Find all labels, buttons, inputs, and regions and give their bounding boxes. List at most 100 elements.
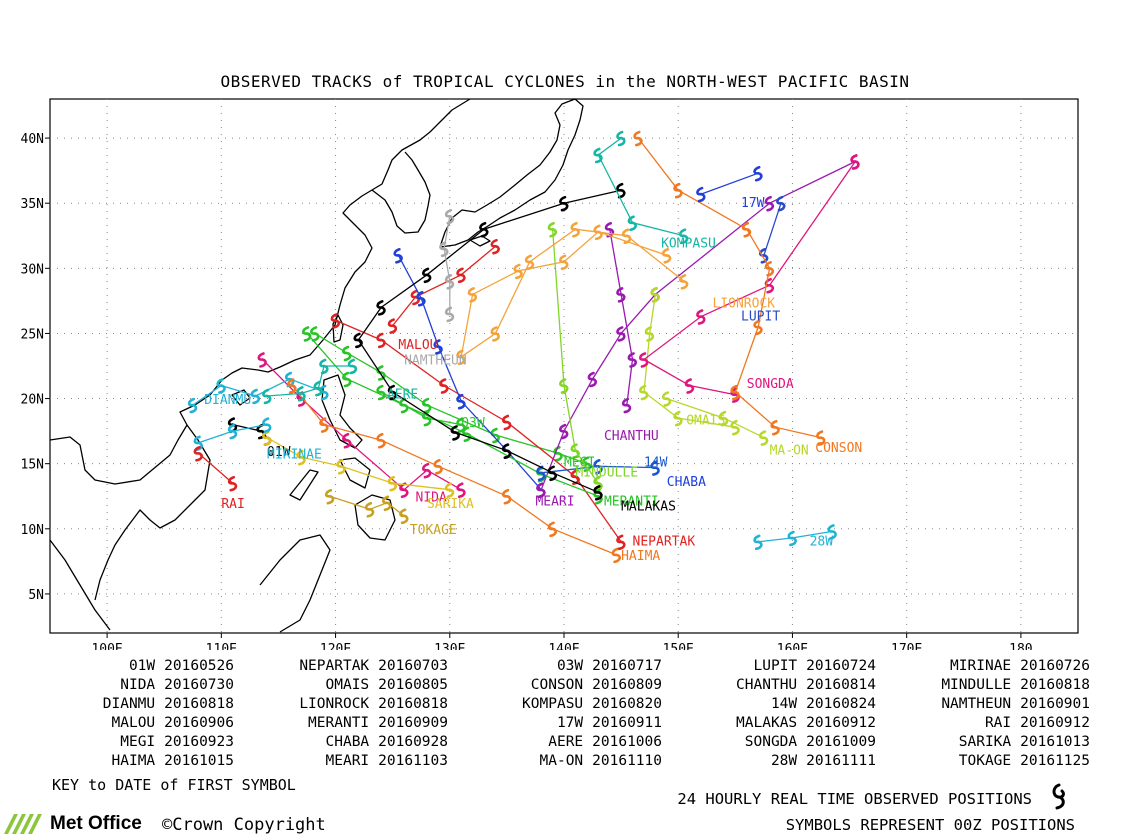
footer-line-2: SYMBOLS REPRESENT 00Z POSITIONS <box>785 816 1075 834</box>
position-symbol <box>319 358 329 375</box>
track-line <box>597 137 685 237</box>
position-symbol <box>216 378 226 394</box>
track-aere <box>262 358 358 405</box>
lat-tick-label: 10N <box>21 523 44 538</box>
position-symbol <box>536 465 546 482</box>
key-row: DIANMU 20160818 LIONROCK 20160818 KOMPASU 201… <box>20 696 1090 715</box>
key-entry: AERE 20161006 <box>448 734 662 753</box>
position-symbol <box>616 182 626 199</box>
position-symbol <box>387 384 398 401</box>
position-symbol <box>827 524 837 540</box>
position-symbol <box>376 300 386 316</box>
position-symbol <box>679 274 689 290</box>
position-symbol <box>559 254 569 271</box>
position-symbol <box>673 410 683 427</box>
key-entry: NIDA 20160730 <box>20 677 234 696</box>
track-line <box>329 495 405 517</box>
position-symbol <box>611 547 621 564</box>
position-symbol <box>616 534 626 551</box>
shikoku-coast <box>469 235 491 247</box>
position-symbol <box>456 393 466 410</box>
key-first-date: 20161009 <box>806 734 876 750</box>
position-symbol <box>302 326 312 342</box>
axis-labels: 100E 110E 120E 130E 140E 150E 160E 170E 180 5N 10N… <box>21 132 1033 650</box>
key-entry: CHANTHU 20160814 <box>662 677 876 696</box>
storm-label: AERE <box>387 388 418 403</box>
key-entry: DIANMU 20160818 <box>20 696 234 715</box>
position-symbol <box>187 397 198 414</box>
key-entry: MIRINAE 20160726 <box>876 658 1090 677</box>
position-symbol <box>730 419 740 436</box>
key-storm-name: SARIKA <box>958 734 1012 750</box>
lat-tick-label: 30N <box>21 262 44 277</box>
position-symbol <box>387 475 398 492</box>
key-entry: 17W 20160911 <box>448 715 662 734</box>
key-storm-name: CHANTHU <box>736 677 798 693</box>
position-symbol <box>382 495 392 512</box>
luzon-coast <box>321 374 363 449</box>
track-nida <box>257 352 466 499</box>
position-symbol <box>353 332 363 349</box>
position-symbol <box>444 274 455 290</box>
key-entry: NEPARTAK 20160703 <box>234 658 448 677</box>
position-symbol <box>313 380 323 397</box>
position-symbol <box>456 349 466 366</box>
position-symbol <box>410 289 420 306</box>
borneo-coast <box>259 534 331 633</box>
track-kompasu <box>593 130 689 245</box>
track-line <box>443 216 451 314</box>
key-first-date: 20160809 <box>592 677 662 693</box>
lon-tick-label: 100E <box>91 642 122 650</box>
track-dianmu <box>187 371 329 414</box>
storm-label: 01W <box>267 445 291 460</box>
position-symbol <box>730 384 740 401</box>
key-entry: CONSON 20160809 <box>448 677 662 696</box>
position-symbol <box>262 430 272 446</box>
position-symbol <box>422 462 432 479</box>
position-symbol <box>661 391 672 407</box>
position-symbol <box>347 358 358 375</box>
lat-tick-label: 40N <box>21 132 44 147</box>
key-row: HAIMA 20161015 MEARI 20161103 MA-ON 20161110 2… <box>20 753 1091 772</box>
key-storm-name: MEARI <box>325 753 370 769</box>
position-symbol <box>559 423 569 440</box>
storm-label: MALOU <box>398 338 437 353</box>
position-symbol <box>776 195 786 212</box>
lat-tick-label: 35N <box>21 197 44 212</box>
storm-label: DIANMU <box>204 393 251 408</box>
key-entry: OMAIS 20160805 <box>234 677 449 696</box>
key-first-date: 20160726 <box>1020 658 1090 674</box>
position-symbol <box>696 309 706 325</box>
position-symbol <box>501 443 512 459</box>
position-symbol <box>296 449 306 466</box>
key-storm-name: NAMTHEUN <box>941 696 1012 712</box>
key-storm-name: TOKAGE <box>958 753 1012 769</box>
gulf-coast <box>49 539 111 631</box>
position-symbol <box>479 221 489 238</box>
key-entry: 14W 20160824 <box>662 696 876 715</box>
position-symbol <box>616 130 626 147</box>
key-storm-name: 28W <box>770 753 798 769</box>
key-first-date: 20161125 <box>1020 753 1090 769</box>
key-storm-name: CONSON <box>530 677 584 693</box>
position-symbol <box>399 397 409 414</box>
key-storm-name: MEGI <box>120 734 156 750</box>
position-symbol <box>753 165 763 182</box>
lon-tick-label: 110E <box>206 642 237 650</box>
track-namtheun <box>439 208 455 323</box>
storm-label: MIRINAE <box>267 447 322 462</box>
key-first-date: 20160730 <box>164 677 234 693</box>
key-entry: RAI 20160912 <box>876 715 1090 734</box>
position-symbol <box>787 530 797 547</box>
position-symbol <box>462 426 472 443</box>
lon-tick-label: 180 <box>1009 642 1032 650</box>
storm-label: 03W <box>461 416 485 431</box>
track-line <box>609 229 634 406</box>
position-symbol <box>433 458 443 475</box>
storm-label: CHANTHU <box>604 429 659 444</box>
key-first-date: 20160703 <box>378 658 448 674</box>
position-symbol <box>679 228 689 245</box>
key-first-date: 20161015 <box>164 753 234 769</box>
